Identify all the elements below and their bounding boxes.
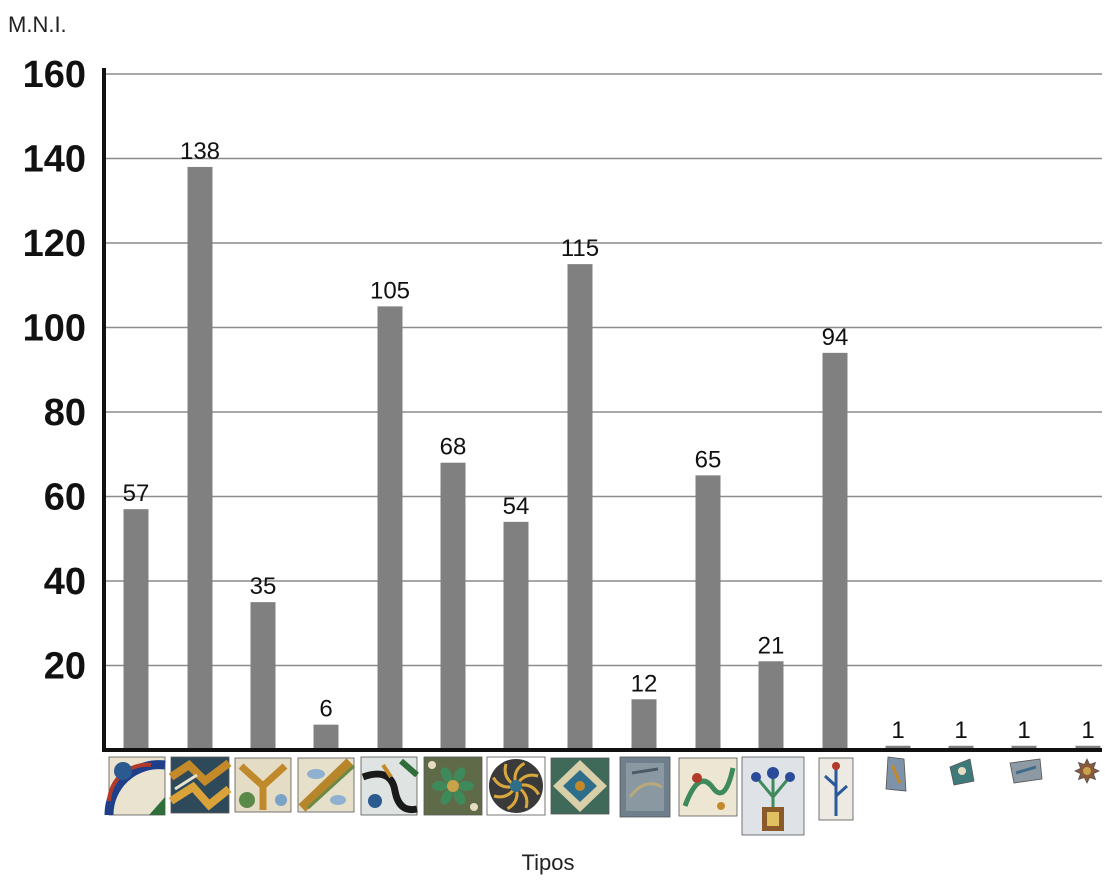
- tile-fragment-star-icon: [1074, 758, 1100, 784]
- bar-value-label: 94: [822, 324, 849, 351]
- tile-rosette-whirl-icon: [486, 756, 546, 816]
- x-axis-label: Tipos: [522, 850, 575, 875]
- bars: [123, 166, 1101, 750]
- bar: [948, 745, 974, 750]
- y-tick-label: 140: [23, 139, 86, 181]
- bar: [631, 699, 657, 750]
- y-tick-label: 40: [44, 561, 86, 603]
- tile-flower-vase-icon: [741, 756, 805, 836]
- bar-value-label: 12: [631, 670, 658, 697]
- tile-ochre-leaf-diagonal-icon: [297, 757, 356, 813]
- tile-green-scroll-icon: [678, 757, 738, 817]
- bar-value-label: 68: [440, 434, 467, 461]
- bar-value-label: 54: [503, 493, 530, 520]
- tile-blue-red-quarter-icon: [104, 756, 166, 816]
- axes: [102, 68, 1102, 752]
- bar: [885, 745, 911, 750]
- bar: [758, 661, 784, 750]
- y-tick-label: 20: [44, 646, 86, 688]
- bar: [1075, 745, 1101, 750]
- tile-green-flower-icon: [423, 756, 483, 816]
- bar: [250, 602, 276, 750]
- bar: [440, 462, 466, 750]
- bar-value-label: 1: [1081, 717, 1094, 744]
- grid-lines: [104, 73, 1102, 667]
- bar-value-label: 35: [250, 573, 277, 600]
- bar-value-label: 1: [954, 717, 967, 744]
- y-tick-label: 120: [23, 223, 86, 265]
- tile-thumbnails: [104, 756, 1100, 836]
- bar: [123, 509, 149, 750]
- bar-value-label: 1: [1017, 717, 1030, 744]
- tile-fragment-teal-icon: [949, 758, 975, 786]
- bar-value-label: 1: [891, 717, 904, 744]
- tile-diamond-star-icon: [550, 757, 610, 815]
- y-tick-label: 60: [44, 477, 86, 519]
- y-tick-label: 160: [23, 54, 86, 96]
- bar: [1011, 745, 1037, 750]
- tile-ochre-interlace-icon: [234, 757, 292, 813]
- bar: [187, 166, 213, 750]
- y-tick-label: 100: [23, 308, 86, 350]
- bar: [567, 264, 593, 750]
- bar: [503, 521, 529, 750]
- bar-value-label: 105: [370, 277, 410, 304]
- bar-value-label: 57: [123, 480, 150, 507]
- y-tick-labels: 20 40 60 80 100 120 140 160: [23, 54, 86, 688]
- tile-black-curve-icon: [360, 756, 419, 816]
- bar: [313, 724, 339, 750]
- tile-fragment-grey-icon: [1009, 758, 1043, 784]
- bar-value-label: 115: [561, 235, 599, 262]
- tile-fragment-blue-icon: [885, 756, 907, 792]
- y-axis-label: M.N.I.: [8, 12, 67, 37]
- bar-value-label: 138: [180, 138, 220, 165]
- bar-value-label: 6: [319, 696, 332, 723]
- bar-value-label: 21: [758, 632, 785, 659]
- tile-blue-sprig-fragment-icon: [818, 757, 854, 821]
- bar-value-label: 65: [695, 446, 722, 473]
- bar: [695, 475, 721, 750]
- tile-zigzag-ochre-icon: [168, 756, 232, 814]
- tile-worn-grey-icon: [619, 756, 671, 818]
- y-tick-label: 80: [44, 392, 86, 434]
- bar-value-labels: 57 138 35 6 105 68 54 115 12 65 21 94 1 1 1 1: [123, 138, 1095, 744]
- bar: [822, 352, 848, 750]
- bar: [377, 306, 403, 750]
